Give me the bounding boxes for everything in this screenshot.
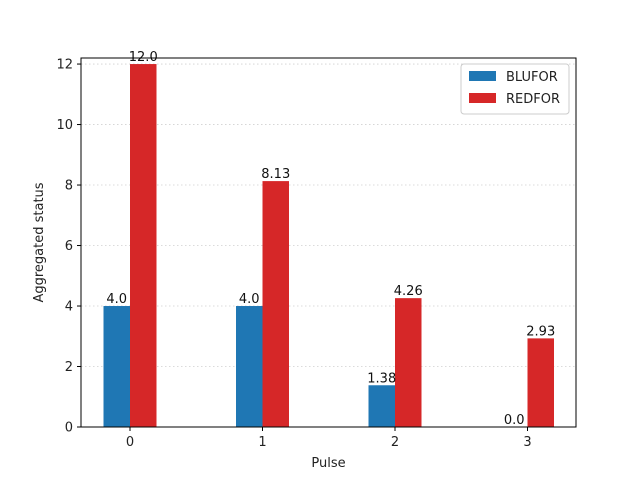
x-tick-label: 1 — [258, 435, 266, 450]
data-label: 1.38 — [367, 371, 396, 386]
bar-redfor — [395, 298, 422, 427]
bar-blufor — [368, 385, 395, 427]
x-axis: 0 1 2 3 — [126, 427, 532, 450]
x-tick-label: 2 — [391, 435, 399, 450]
data-label: 4.0 — [106, 292, 127, 307]
legend: BLUFOR REDFOR — [460, 63, 570, 115]
y-axis-label: Aggregated status — [32, 182, 47, 302]
y-tick-label: 10 — [56, 118, 73, 133]
y-tick-label: 8 — [65, 179, 73, 194]
bar-redfor — [527, 338, 554, 427]
data-label: 8.13 — [261, 167, 290, 182]
x-tick-label: 0 — [126, 435, 134, 450]
y-tick-label: 0 — [65, 421, 73, 436]
y-tick-label: 6 — [65, 239, 73, 254]
x-tick-label: 3 — [523, 435, 531, 450]
plot-frame — [80, 57, 577, 428]
x-axis-label: Pulse — [311, 456, 345, 471]
y-tick-label: 2 — [65, 360, 73, 375]
y-tick-label: 12 — [56, 58, 73, 73]
bar-blufor — [103, 306, 130, 427]
bar-redfor — [130, 64, 157, 427]
y-axis: 0 2 4 6 8 10 12 — [56, 58, 81, 436]
data-label: 0.0 — [504, 413, 525, 428]
y-tick-label: 4 — [65, 300, 73, 315]
data-label: 4.0 — [239, 292, 260, 307]
legend-label: BLUFOR — [506, 70, 558, 85]
data-label: 4.26 — [394, 284, 423, 299]
bar-blufor — [236, 306, 263, 427]
bars — [103, 64, 554, 427]
legend-swatch — [469, 71, 496, 81]
legend-label: REDFOR — [506, 92, 560, 107]
bar-redfor — [262, 181, 289, 427]
legend-swatch — [469, 93, 496, 103]
data-label: 2.93 — [526, 324, 555, 339]
